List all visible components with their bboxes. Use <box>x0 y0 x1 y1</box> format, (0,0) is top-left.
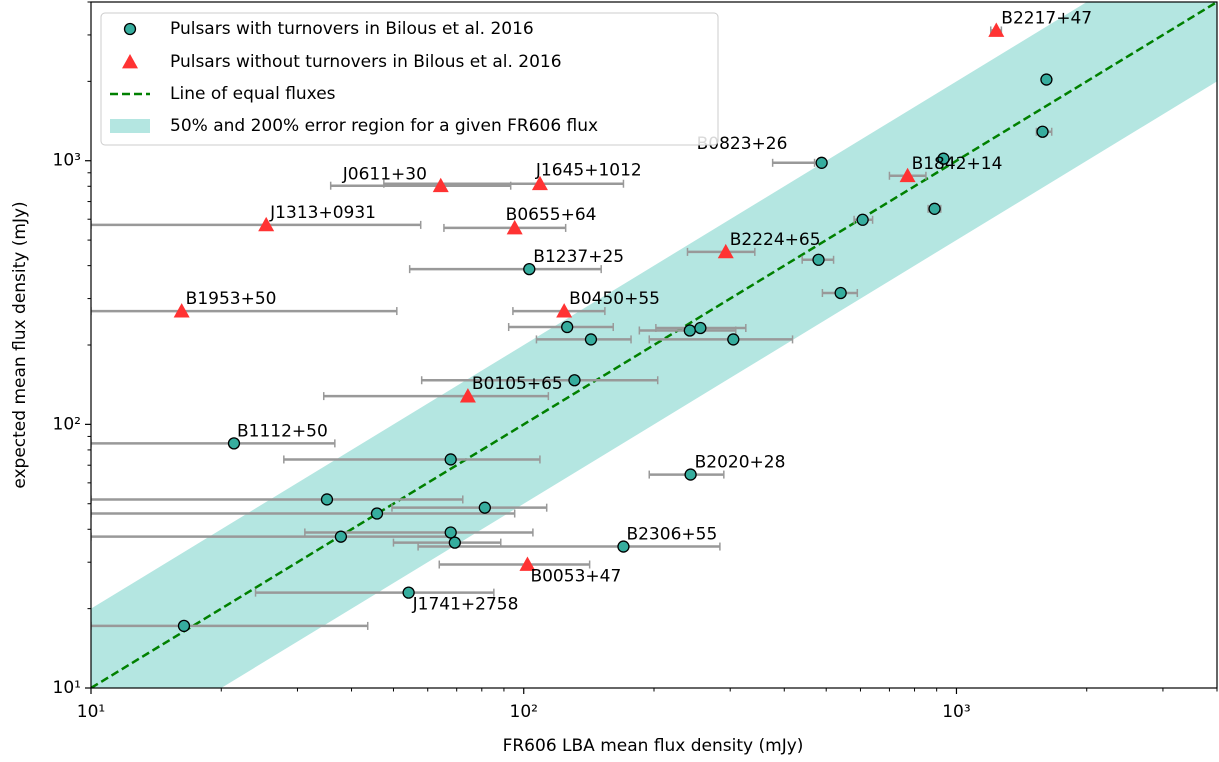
x-axis-label: FR606 LBA mean flux density (mJy) <box>503 736 804 756</box>
point <box>815 156 828 169</box>
point <box>568 374 581 387</box>
legend-marker <box>122 54 138 69</box>
point <box>937 152 950 165</box>
point <box>856 213 869 226</box>
point <box>459 388 476 403</box>
legend-marker <box>110 119 150 133</box>
annotation: B2306+55 <box>626 525 717 545</box>
annotation: B1237+25 <box>533 247 624 267</box>
point <box>444 453 457 466</box>
legend: Pulsars with turnovers in Bilous et al. … <box>100 12 719 146</box>
error-bar <box>91 220 422 229</box>
error-bar <box>91 439 336 448</box>
legend-label: Pulsars without turnovers in Bilous et a… <box>170 52 562 72</box>
y-tick-label: 10¹ <box>53 678 81 698</box>
error-bar <box>383 179 625 188</box>
annotation: B2217+47 <box>1001 8 1092 28</box>
error-bar <box>91 509 516 518</box>
error-bar <box>686 247 756 256</box>
point <box>928 202 941 215</box>
point <box>448 536 461 549</box>
point <box>684 468 697 481</box>
error-bar <box>283 455 541 464</box>
annotation: J1741+2758 <box>412 595 519 615</box>
annotation: B0823+26 <box>697 134 788 154</box>
point <box>694 321 707 335</box>
point <box>258 216 275 232</box>
point <box>227 437 241 450</box>
point <box>727 333 740 346</box>
point <box>1040 73 1053 86</box>
point <box>1036 125 1049 138</box>
point <box>617 540 630 553</box>
error-bar <box>438 560 591 569</box>
legend-label: Line of equal fluxes <box>170 84 336 104</box>
error-bar <box>443 223 567 232</box>
point <box>556 303 573 318</box>
annotation: J0611+30 <box>342 165 427 185</box>
error-bar <box>91 621 369 630</box>
point <box>561 320 574 334</box>
point <box>177 619 191 633</box>
annotation: B2224+65 <box>730 230 821 250</box>
error-bar <box>417 542 721 551</box>
point <box>402 586 415 599</box>
legend-label: 50% and 200% error region for a given FR… <box>170 116 598 136</box>
y-tick-label: 10² <box>53 414 81 434</box>
point <box>320 493 334 506</box>
error-bar <box>512 307 606 316</box>
point <box>683 324 696 337</box>
x-tick-label: 10³ <box>942 702 970 722</box>
error-bar <box>420 376 659 385</box>
point <box>444 526 457 539</box>
annotation: B0450+55 <box>569 289 660 309</box>
point <box>370 507 384 520</box>
annotation: J1313+0931 <box>269 203 376 223</box>
annotation: B0053+47 <box>530 567 621 587</box>
y-axis-label: expected mean flux density (mJy) <box>10 201 30 488</box>
x-tick-label: 10² <box>510 702 538 722</box>
point <box>523 262 536 276</box>
error-bar <box>408 265 602 274</box>
error-bar <box>771 158 816 167</box>
error-bar <box>254 588 495 597</box>
error-bar <box>91 495 464 504</box>
legend-label: Pulsars with turnovers in Bilous et al. … <box>170 19 534 39</box>
point <box>478 501 491 514</box>
x-tick-label: 10¹ <box>77 702 105 722</box>
legend-marker <box>123 22 137 36</box>
error-bar <box>91 307 398 316</box>
annotation: B1842+14 <box>912 154 1003 174</box>
point <box>506 219 523 235</box>
point <box>717 243 734 259</box>
annotation: B1112+50 <box>237 421 328 441</box>
error-bar <box>391 503 548 512</box>
point <box>432 177 449 193</box>
y-tick-label: 10³ <box>53 151 81 171</box>
plot <box>91 2 1217 688</box>
point <box>812 253 825 266</box>
annotation: B2020+28 <box>695 453 786 473</box>
point <box>834 286 847 300</box>
error-bar <box>535 335 632 344</box>
annotation: J1645+1012 <box>535 161 642 181</box>
annotation: B1953+50 <box>186 289 277 309</box>
point <box>988 22 1005 37</box>
annotation: B0105+65 <box>472 374 563 394</box>
point <box>519 556 536 571</box>
legend-box <box>100 12 719 146</box>
error-bar <box>322 392 550 401</box>
point <box>899 167 916 183</box>
point <box>531 175 548 191</box>
annotation: B0655+64 <box>506 205 597 225</box>
error-bar <box>507 323 614 332</box>
point <box>173 303 190 318</box>
error-bar <box>648 335 794 344</box>
error-bar <box>392 538 502 547</box>
point <box>334 530 348 543</box>
equal-line <box>91 2 1217 688</box>
point <box>584 333 598 346</box>
